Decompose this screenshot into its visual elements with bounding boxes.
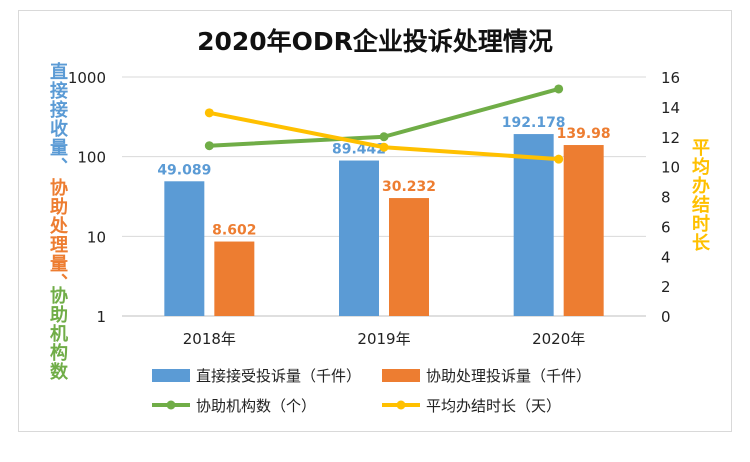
y-axis-label-left-part-3: 协助机构数 [47,286,68,381]
legend-label: 直接接受投诉量（千件） [196,367,361,385]
y-tick-label-left: 10 [87,228,106,246]
y-axis-label-left-part-2: 协助处理量、 [47,178,68,292]
bar [389,198,429,316]
line-point [379,142,389,152]
y-tick-label-right: 8 [661,189,671,207]
y-axis-label-left-part-1: 直接接收量、 [47,62,68,176]
bar [214,241,255,316]
data-label: 139.98 [557,126,611,142]
bar [339,160,379,316]
line-point [554,154,564,164]
chart-title: 2020年ODR企业投诉处理情况 [197,27,553,56]
x-tick-label: 2018年 [183,330,236,348]
legend-label: 平均办结时长（天） [426,397,561,415]
bar [563,145,604,316]
chart-frame [18,10,732,432]
x-tick-label: 2019年 [357,330,410,348]
data-label: 30.232 [382,179,436,195]
y-tick-label-left: 1000 [68,69,106,87]
y-tick-label-right: 6 [661,218,671,236]
bar [164,181,205,316]
x-tick-label: 2020年 [532,330,585,348]
legend-label: 协助机构数（个） [196,397,316,415]
y-tick-label-left: 1 [96,308,106,326]
legend-label: 协助处理投诉量（千件） [426,367,591,385]
y-tick-label-left: 100 [77,149,106,167]
y-tick-label-right: 14 [661,99,680,117]
y-tick-label-right: 2 [661,278,671,296]
data-label: 192.178 [502,115,566,131]
y-tick-label-right: 0 [661,308,671,326]
y-tick-label-right: 10 [661,159,680,177]
line-point [554,84,564,94]
legend-marker [166,400,176,410]
bar [513,134,554,316]
y-axis-label-right: 平均办结时长 [689,138,710,252]
data-label: 49.089 [157,162,211,178]
line-point [204,108,214,118]
line-point [204,141,214,151]
y-tick-label-right: 16 [661,69,680,87]
legend-swatch [382,369,420,382]
legend-swatch [152,369,190,382]
legend-marker [396,400,406,410]
data-label: 8.602 [212,223,256,239]
y-tick-label-right: 4 [661,248,671,266]
y-tick-label-right: 12 [661,129,680,147]
line-point [379,132,389,142]
